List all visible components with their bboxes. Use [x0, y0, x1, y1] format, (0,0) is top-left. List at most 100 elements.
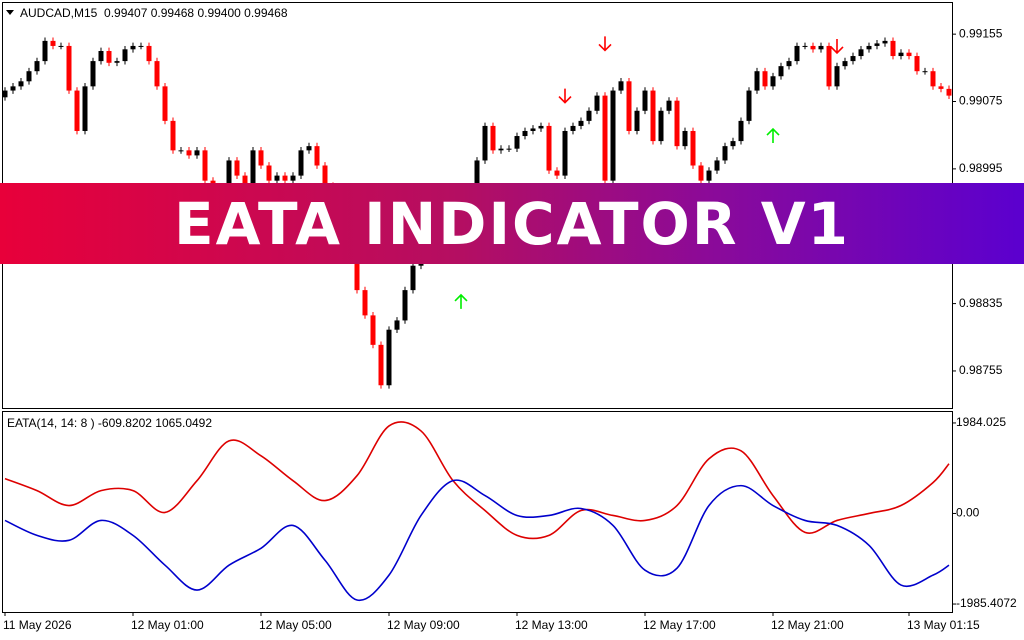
indicator-line [4, 421, 950, 540]
x-tick-label: 12 May 09:00 [387, 618, 460, 632]
candle-body [474, 160, 480, 191]
candle-body [626, 81, 632, 131]
candle-body [298, 150, 304, 176]
candle-body [858, 49, 864, 57]
candle-body [634, 110, 640, 131]
candle-body [810, 45, 816, 50]
candle-body [506, 148, 512, 150]
candle-body [258, 150, 264, 166]
candle-body [498, 148, 504, 151]
candle-body [314, 146, 320, 166]
x-tick-label: 12 May 05:00 [259, 618, 332, 632]
candle-body [178, 150, 184, 152]
candle-body [234, 160, 240, 176]
candle-body [82, 86, 88, 131]
candle-body [274, 175, 280, 181]
candle-body [522, 130, 528, 137]
candle-body [514, 136, 520, 149]
candle-body [674, 100, 680, 147]
candle-body [722, 146, 728, 161]
candle-body [106, 50, 112, 63]
candle-body [90, 61, 96, 87]
marks: 0.991550.990750.989950.989150.988350.987… [2, 26, 1017, 632]
candle-body [746, 90, 752, 121]
chart-header: AUDCAD,M15 0.99407 0.99468 0.99400 0.994… [20, 6, 288, 20]
candle-body [906, 52, 912, 57]
candle-body [378, 344, 384, 386]
indicator-line [4, 479, 950, 602]
candle-body [26, 71, 32, 82]
candle-body [586, 110, 592, 121]
candle-body [362, 290, 368, 316]
candle-body [562, 130, 568, 176]
candle-body [202, 150, 208, 181]
y-tick-label: 1984.025 [956, 415, 1006, 429]
signal-arrow [830, 38, 844, 55]
candle-body [874, 43, 880, 46]
candle-body [602, 95, 608, 181]
candle-body [482, 125, 488, 161]
candle-body [946, 88, 952, 96]
candle-body [122, 49, 128, 62]
candle-body [266, 165, 272, 181]
y-tick-label: 0.00 [956, 506, 980, 520]
banner: EATA INDICATOR V1 [0, 183, 1024, 264]
candle-body [666, 100, 672, 111]
y-tick-label: 0.99155 [959, 26, 1003, 40]
candle-body [130, 45, 136, 50]
indicator-label: EATA(14, 14: 8 ) -609.8202 1065.0492 [7, 416, 212, 430]
candle-body [394, 320, 400, 330]
candle-body [490, 125, 496, 151]
candle-body [538, 125, 544, 129]
candle-body [610, 90, 616, 181]
candle-body [290, 175, 296, 181]
candle-body [10, 86, 16, 91]
signal-arrow [454, 293, 468, 309]
candle-body [642, 90, 648, 111]
candle-body [410, 265, 416, 291]
signal-arrow [766, 127, 780, 144]
candle-body [306, 146, 312, 151]
candle-body [922, 71, 928, 73]
x-tick-label: 12 May 01:00 [131, 618, 204, 632]
x-tick-label: 12 May 17:00 [643, 618, 716, 632]
candle-body [170, 120, 176, 151]
candle-body [402, 290, 408, 321]
candle-body [802, 45, 808, 47]
candle-body [2, 90, 8, 98]
candle-body [546, 125, 552, 171]
x-tick-label: 12 May 21:00 [771, 618, 844, 632]
candle-body [898, 52, 904, 57]
candle-body [530, 128, 536, 131]
candle-body [658, 110, 664, 142]
candle-body [186, 150, 192, 156]
x-tick-label: 12 May 13:00 [515, 618, 588, 632]
candle-body [146, 45, 152, 62]
candle-body [882, 40, 888, 44]
y-tick-label: 0.98755 [959, 363, 1003, 377]
candle-body [594, 95, 600, 111]
candle-body [794, 45, 800, 62]
signal-arrow [598, 36, 612, 52]
candle-body [34, 61, 40, 72]
x-tick-label: 11 May 2026 [3, 618, 72, 632]
candle-body [738, 120, 744, 142]
candle-body [786, 61, 792, 67]
candle-body [930, 71, 936, 87]
candle-body [226, 160, 232, 201]
candle-body [138, 45, 144, 47]
candle-body [730, 141, 736, 147]
candle-body [834, 66, 840, 87]
candle-body [818, 45, 824, 50]
candle-body [618, 81, 624, 91]
signal-arrow [558, 88, 572, 104]
y-tick-label: 0.99075 [959, 94, 1003, 108]
candle-body [250, 150, 256, 191]
candle-body [690, 130, 696, 166]
candle-body [866, 45, 872, 50]
candle-body [706, 170, 712, 181]
candle-body [914, 56, 920, 72]
candle-body [50, 40, 56, 46]
